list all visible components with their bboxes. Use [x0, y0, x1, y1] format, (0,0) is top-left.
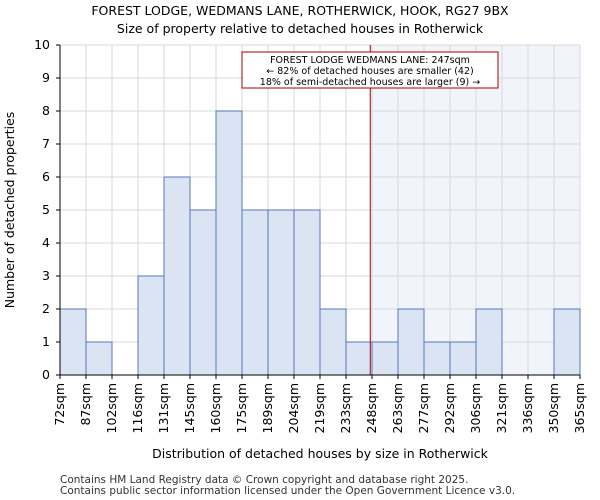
y-tick-label: 5: [42, 202, 50, 217]
x-tick-label: 263sqm: [390, 383, 405, 433]
histogram-bar: [319, 308, 347, 376]
histogram-bar: [475, 308, 503, 376]
x-axis-title: Distribution of detached houses by size …: [152, 446, 489, 461]
y-tick-label: 1: [42, 334, 50, 349]
x-tick-label: 189sqm: [260, 383, 275, 433]
histogram-bar: [345, 341, 373, 376]
y-tick-label: 3: [42, 268, 50, 283]
annotation-box: FOREST LODGE WEDMANS LANE: 247sqm ← 82% …: [241, 51, 499, 89]
histogram-bar: [423, 341, 451, 376]
x-tick-label: 116sqm: [130, 383, 145, 433]
histogram-bar: [163, 176, 191, 376]
bars: [59, 110, 581, 376]
footer-line-1: Contains HM Land Registry data © Crown c…: [60, 474, 468, 486]
x-tick-label: 145sqm: [182, 383, 197, 433]
y-tick-label: 2: [42, 301, 50, 316]
annotation-line-2: ← 82% of detached houses are smaller (42…: [266, 66, 473, 77]
histogram-bar: [85, 341, 113, 376]
y-tick-label: 0: [42, 367, 50, 382]
histogram-bar: [59, 308, 87, 376]
histogram-bar: [371, 341, 399, 376]
histogram-bar: [553, 308, 581, 376]
x-tick-label: 219sqm: [312, 383, 327, 433]
x-tick-label: 160sqm: [208, 383, 223, 433]
axes: [56, 44, 581, 379]
annotation-frame: [241, 51, 499, 89]
footer-line-2: Contains public sector information licen…: [60, 485, 515, 497]
x-tick-label: 204sqm: [286, 383, 301, 433]
y-tick-label: 8: [42, 103, 50, 118]
y-tick-label: 4: [42, 235, 50, 250]
histogram-bar: [293, 209, 321, 376]
y-tick-label: 7: [42, 136, 50, 151]
x-tick-label: 102sqm: [104, 383, 119, 433]
x-tick-label: 306sqm: [468, 383, 483, 433]
histogram-bar: [449, 341, 477, 376]
annotation-line-3: 18% of semi-detached houses are larger (…: [260, 77, 480, 88]
x-tick-label: 321sqm: [494, 383, 509, 433]
x-tick-label: 336sqm: [520, 383, 535, 433]
histogram-bar: [215, 110, 243, 376]
histogram-bar: [241, 209, 269, 376]
x-tick-label: 350sqm: [546, 383, 561, 433]
x-tick-label: 277sqm: [416, 383, 431, 433]
histogram-bar: [137, 275, 165, 376]
x-tick-label: 248sqm: [364, 383, 379, 433]
x-tick-labels: 72sqm 87sqm 102sqm 116sqm 131sqm 145sqm 160sqm…: [52, 383, 587, 433]
y-axis-title: Number of detached properties: [2, 112, 17, 309]
histogram-bar: [267, 209, 295, 376]
chart-title: FOREST LODGE, WEDMANS LANE, ROTHERWICK, …: [91, 3, 509, 18]
x-tick-label: 292sqm: [442, 383, 457, 433]
y-tick-label: 6: [42, 169, 50, 184]
y-tick-labels: 0 1 2 3 4 5 6 7 8 9 10: [34, 37, 50, 382]
histogram-bar: [397, 308, 425, 376]
histogram-bar: [189, 209, 217, 376]
x-tick-label: 233sqm: [338, 383, 353, 433]
x-tick-label: 365sqm: [572, 383, 587, 433]
x-tick-label: 175sqm: [234, 383, 249, 433]
y-tick-label: 9: [42, 70, 50, 85]
x-tick-label: 72sqm: [52, 383, 67, 426]
x-tick-label: 87sqm: [78, 383, 93, 426]
chart-subtitle: Size of property relative to detached ho…: [117, 21, 484, 36]
x-tick-label: 131sqm: [156, 383, 171, 433]
y-tick-label: 10: [34, 37, 50, 52]
annotation-line-1: FOREST LODGE WEDMANS LANE: 247sqm: [270, 55, 470, 66]
